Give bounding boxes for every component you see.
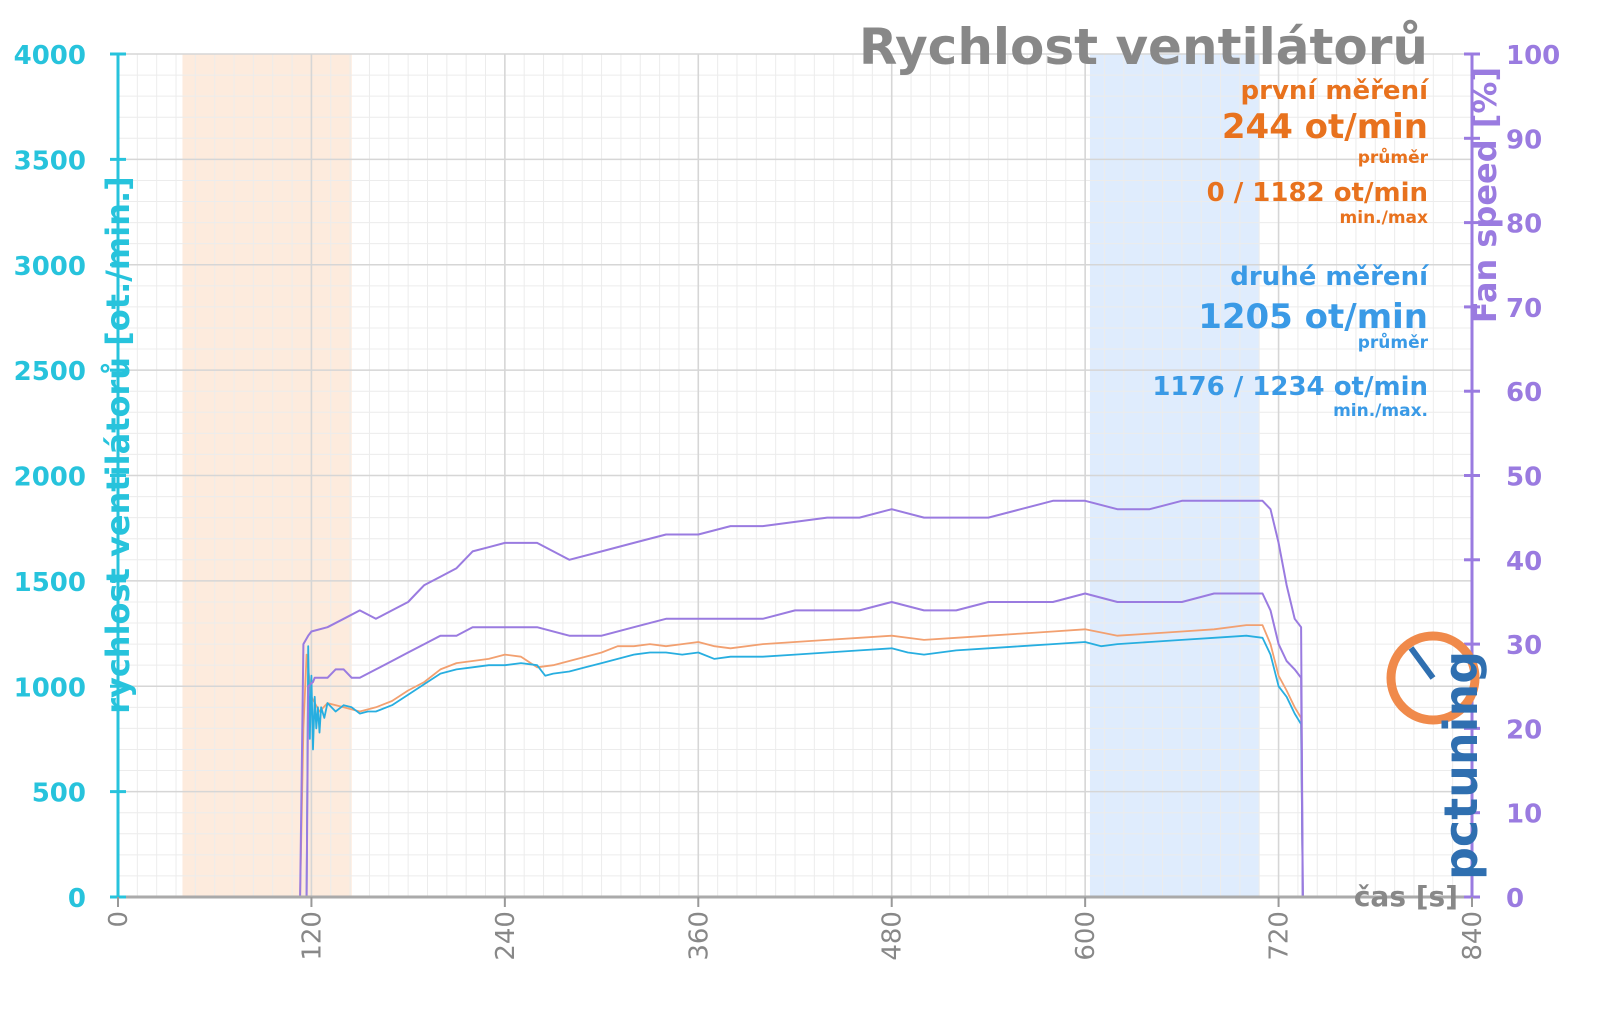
y-left-tick-label: 1000: [14, 673, 86, 703]
series-line-1: [118, 624, 1343, 898]
y-left-tick-label: 3500: [14, 146, 86, 176]
y-left-tick-label: 0: [68, 884, 86, 914]
y-left-tick-label: 500: [32, 779, 86, 809]
y-right-tick-label: 80: [1506, 210, 1542, 240]
y-right-tick-label: 20: [1506, 715, 1542, 745]
second-measure-avg: 1205 ot/min: [1198, 297, 1428, 337]
first-measure-minmax: 0 / 1182 ot/min: [1206, 178, 1428, 208]
pctuning-logo: pctuning: [1386, 631, 1488, 880]
y-right-tick-label: 100: [1506, 41, 1560, 71]
series-layer: [118, 499, 1343, 898]
first-measure-label: první měření: [1240, 76, 1428, 106]
y-left-axis-label: rychlost ventilátorů [ot./min.]: [99, 176, 137, 714]
x-tick-label: 240: [491, 911, 521, 961]
x-tick-label: 120: [297, 911, 327, 961]
y-right-tick-label: 30: [1506, 631, 1542, 661]
y-right-tick-label: 60: [1506, 378, 1542, 408]
y-left-tick-label: 1500: [14, 568, 86, 598]
first-measure-minmax-label: min./max: [1339, 208, 1428, 228]
y-right-tick-label: 10: [1506, 800, 1542, 830]
first-measure-avg-label: průměr: [1357, 148, 1428, 168]
series-line-3: [118, 499, 1343, 898]
y-right-tick-label: 0: [1506, 884, 1524, 914]
ticks: 0500100015002000250030003500400001020304…: [14, 41, 1561, 961]
y-right-tick-label: 70: [1506, 294, 1542, 324]
chart-title: Rychlost ventilátorů: [858, 18, 1428, 76]
x-tick-label: 480: [878, 911, 908, 961]
y-left-tick-label: 2000: [14, 463, 86, 493]
second-measure-label: druhé měření: [1230, 262, 1428, 292]
grid-major: [117, 53, 1473, 898]
x-axis-label: čas [s]: [1354, 880, 1458, 913]
series-line-4: [118, 592, 1343, 898]
x-tick-label: 0: [104, 911, 134, 928]
x-tick-label: 720: [1265, 911, 1295, 961]
x-tick-label: 840: [1458, 911, 1488, 961]
second-measure-avg-label: průměr: [1357, 333, 1428, 353]
y-left-tick-label: 3000: [14, 252, 86, 282]
y-left-tick-label: 4000: [14, 41, 86, 71]
logo-text: pctuning: [1434, 651, 1488, 880]
logo-needle: [1408, 646, 1436, 680]
x-tick-label: 360: [684, 911, 714, 961]
second-measure-minmax-label: min./max.: [1333, 401, 1428, 421]
y-left-tick-label: 2500: [14, 357, 86, 387]
first-measure-avg: 244 ot/min: [1221, 107, 1428, 147]
y-right-axis-label: Fan speed [%]: [1466, 66, 1504, 324]
series-line-2: [118, 634, 1343, 898]
y-right-tick-label: 90: [1506, 125, 1542, 155]
y-right-tick-label: 50: [1506, 463, 1542, 493]
x-tick-label: 600: [1071, 911, 1101, 961]
y-right-tick-label: 40: [1506, 547, 1542, 577]
second-measure-minmax: 1176 / 1234 ot/min: [1152, 372, 1428, 402]
logo-gauge: [1386, 631, 1480, 725]
